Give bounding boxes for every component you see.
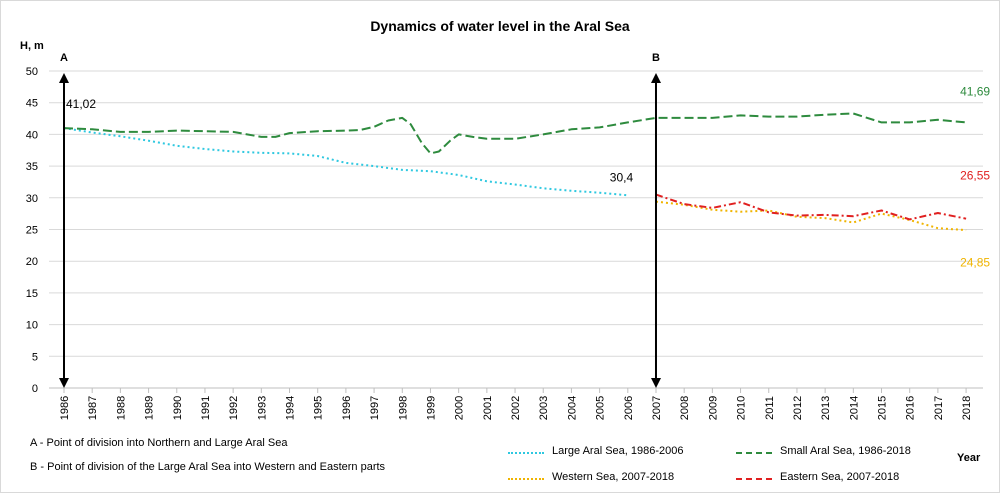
- y-tick-label-50: 50: [26, 66, 38, 78]
- x-tick-label-1987: 1987: [87, 396, 99, 420]
- y-tick-label-5: 5: [32, 351, 38, 363]
- x-tick-label-2016: 2016: [905, 396, 917, 420]
- data-label-1: 30,4: [610, 170, 634, 184]
- note-a: A - Point of division into Northern and …: [30, 437, 288, 449]
- x-tick-label-2012: 2012: [792, 396, 804, 420]
- y-tick-label-30: 30: [26, 193, 38, 205]
- x-tick-label-2004: 2004: [566, 396, 578, 420]
- y-tick-label-25: 25: [26, 225, 38, 237]
- x-tick-label-2010: 2010: [736, 396, 748, 420]
- x-axis-label: Year: [957, 452, 981, 464]
- x-tick-label-1999: 1999: [425, 396, 437, 420]
- x-tick-label-1994: 1994: [285, 396, 297, 420]
- x-tick-label-2007: 2007: [651, 396, 663, 420]
- legend-label-large-aral: Large Aral Sea, 1986-2006: [552, 445, 684, 457]
- marker-label-A: A: [60, 52, 68, 64]
- value-annotations: 41,02 30,4 41,69 26,55 24,85: [66, 85, 990, 270]
- x-tick-label-2009: 2009: [707, 396, 719, 420]
- x-tick-label-1996: 1996: [341, 396, 353, 420]
- x-tick-label-2005: 2005: [595, 396, 607, 420]
- legend-label-eastern-sea: Eastern Sea, 2007-2018: [780, 471, 900, 483]
- x-tick-label-1989: 1989: [144, 396, 156, 420]
- x-tick-label-2017: 2017: [933, 396, 945, 420]
- data-label-4: 24,85: [960, 255, 990, 269]
- legend-swatch-large-aral: [508, 452, 544, 454]
- legend-label-small-aral: Small Aral Sea, 1986-2018: [780, 445, 911, 457]
- legend-label-western-sea: Western Sea, 2007-2018: [552, 471, 675, 483]
- marker-arrow-top-A: [59, 73, 69, 83]
- y-tick-label-0: 0: [32, 383, 38, 395]
- legend-swatch-western-sea: [508, 478, 544, 480]
- grid-lines: [49, 70, 983, 389]
- x-tick-label-1992: 1992: [228, 396, 240, 420]
- x-tick-label-2003: 2003: [538, 396, 550, 420]
- x-tick-label-1995: 1995: [313, 396, 325, 420]
- x-tick-label-1998: 1998: [397, 396, 409, 420]
- y-tick-label-20: 20: [26, 256, 38, 268]
- y-axis-ticks: 0 5 10 15 20 25 30 35 40 45 50: [26, 66, 38, 395]
- marker-arrow-top-B: [650, 73, 661, 83]
- y-axis-label: H, m: [20, 40, 44, 52]
- x-tick-label-2008: 2008: [679, 396, 691, 420]
- series-line-0: [63, 127, 628, 197]
- x-tick-label-1997: 1997: [369, 396, 381, 420]
- x-tick-label-2018: 2018: [961, 396, 973, 420]
- data-label-3: 26,55: [960, 169, 990, 183]
- x-tick-label-2000: 2000: [454, 396, 466, 420]
- x-tick-label-2001: 2001: [482, 396, 494, 420]
- y-tick-label-15: 15: [26, 288, 38, 300]
- x-tick-label-2015: 2015: [877, 396, 889, 420]
- x-tick-label-2013: 2013: [820, 396, 832, 420]
- x-axis-ticks: 1986 1987 1988 1989 1990 1991 1992 1993 1994 1995…: [59, 388, 973, 420]
- x-tick-label-1986: 1986: [59, 396, 71, 420]
- series-line-1: [63, 112, 967, 155]
- series-lines: [63, 112, 967, 232]
- x-tick-label-1991: 1991: [200, 396, 212, 420]
- note-b: B - Point of division of the Large Aral …: [30, 461, 386, 473]
- data-label-2: 41,69: [960, 85, 990, 99]
- marker-arrow-bottom-B: [650, 378, 661, 388]
- y-tick-label-45: 45: [26, 98, 38, 110]
- x-tick-label-2011: 2011: [764, 396, 776, 420]
- x-tick-label-2014: 2014: [848, 396, 860, 420]
- y-tick-label-10: 10: [26, 320, 38, 332]
- x-tick-label-1990: 1990: [172, 396, 184, 420]
- series-line-2: [655, 200, 967, 232]
- series-line-3: [655, 193, 967, 221]
- data-label-0: 41,02: [66, 97, 96, 111]
- x-tick-label-1988: 1988: [115, 396, 127, 420]
- x-tick-label-2002: 2002: [510, 396, 522, 420]
- marker-arrow-bottom-A: [59, 378, 69, 388]
- marker-label-B: B: [652, 52, 660, 64]
- x-tick-label-1993: 1993: [256, 396, 268, 420]
- chart-title: Dynamics of water level in the Aral Sea: [370, 18, 630, 34]
- y-tick-label-35: 35: [26, 161, 38, 173]
- x-tick-label-2006: 2006: [623, 396, 635, 420]
- legend-swatch-small-aral: [736, 452, 772, 454]
- y-tick-label-40: 40: [26, 129, 38, 141]
- legend-swatch-eastern-sea: [736, 478, 772, 480]
